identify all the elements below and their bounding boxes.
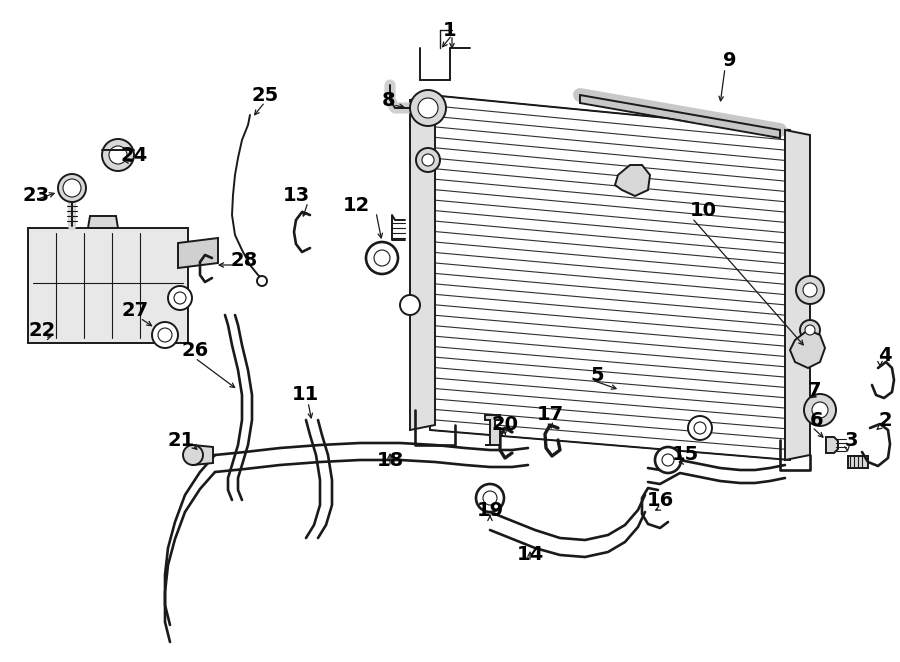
Text: 25: 25 (251, 85, 279, 105)
Text: 20: 20 (491, 416, 518, 434)
Text: 17: 17 (536, 406, 563, 424)
Text: 12: 12 (343, 195, 370, 214)
Text: 13: 13 (283, 185, 310, 205)
Text: 3: 3 (845, 430, 859, 449)
Polygon shape (785, 130, 810, 460)
Circle shape (374, 250, 390, 266)
Text: 2: 2 (878, 410, 892, 430)
Circle shape (483, 491, 497, 505)
Circle shape (410, 90, 446, 126)
Text: 14: 14 (517, 545, 544, 565)
Text: 24: 24 (120, 146, 148, 164)
Polygon shape (193, 445, 213, 465)
Polygon shape (615, 165, 650, 196)
Text: 21: 21 (167, 430, 195, 449)
Text: 10: 10 (690, 201, 717, 220)
Text: 5: 5 (590, 365, 604, 385)
Text: 15: 15 (671, 446, 698, 465)
Circle shape (63, 179, 81, 197)
Circle shape (800, 320, 820, 340)
Circle shape (168, 286, 192, 310)
Text: 6: 6 (810, 410, 824, 430)
Polygon shape (848, 456, 868, 468)
Text: 11: 11 (292, 385, 319, 404)
Text: 9: 9 (724, 50, 737, 70)
Circle shape (803, 283, 817, 297)
Text: 8: 8 (382, 91, 395, 109)
Circle shape (422, 154, 434, 166)
Circle shape (366, 242, 398, 274)
Polygon shape (88, 216, 118, 228)
Circle shape (416, 148, 440, 172)
Circle shape (102, 139, 134, 171)
Text: 18: 18 (376, 451, 403, 469)
Polygon shape (430, 95, 790, 460)
Text: 16: 16 (646, 491, 673, 510)
Text: 4: 4 (878, 346, 892, 365)
Text: 26: 26 (182, 340, 209, 359)
Polygon shape (28, 228, 188, 343)
Polygon shape (485, 415, 500, 445)
Circle shape (662, 454, 674, 466)
Circle shape (694, 422, 706, 434)
Text: 28: 28 (230, 250, 257, 269)
Circle shape (418, 98, 438, 118)
Circle shape (183, 445, 203, 465)
Circle shape (58, 174, 86, 202)
Circle shape (158, 328, 172, 342)
Circle shape (257, 276, 267, 286)
Circle shape (812, 402, 828, 418)
Circle shape (152, 322, 178, 348)
Circle shape (688, 416, 712, 440)
Text: 22: 22 (29, 320, 56, 340)
Circle shape (804, 394, 836, 426)
Polygon shape (410, 95, 435, 430)
Circle shape (796, 276, 824, 304)
Circle shape (805, 325, 815, 335)
Text: 1: 1 (443, 21, 457, 40)
Circle shape (476, 484, 504, 512)
Polygon shape (178, 238, 218, 268)
Circle shape (400, 295, 420, 315)
Text: 27: 27 (122, 301, 148, 320)
Circle shape (655, 447, 681, 473)
Polygon shape (790, 330, 825, 368)
Polygon shape (826, 437, 838, 453)
Text: 7: 7 (808, 381, 822, 399)
Text: 19: 19 (476, 500, 504, 520)
Circle shape (174, 292, 186, 304)
Text: 23: 23 (22, 185, 50, 205)
Circle shape (109, 146, 127, 164)
